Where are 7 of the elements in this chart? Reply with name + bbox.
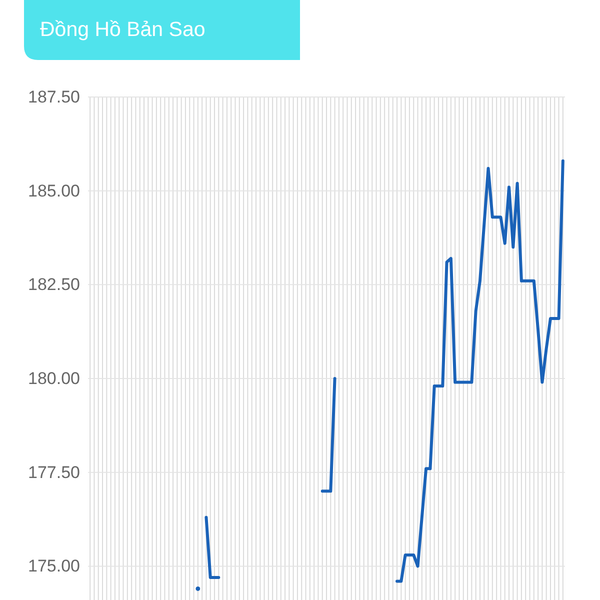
y-tick-label: 187.50 [28, 88, 80, 106]
y-tick-label: 177.50 [28, 462, 80, 482]
chart-title: Đồng Hồ Bản Sao [40, 18, 206, 41]
y-tick-label: 180.00 [28, 369, 80, 388]
y-tick-label: 182.50 [28, 275, 80, 294]
y-tick-label: 185.00 [28, 181, 80, 200]
y-tick-label: 175.00 [28, 556, 80, 576]
